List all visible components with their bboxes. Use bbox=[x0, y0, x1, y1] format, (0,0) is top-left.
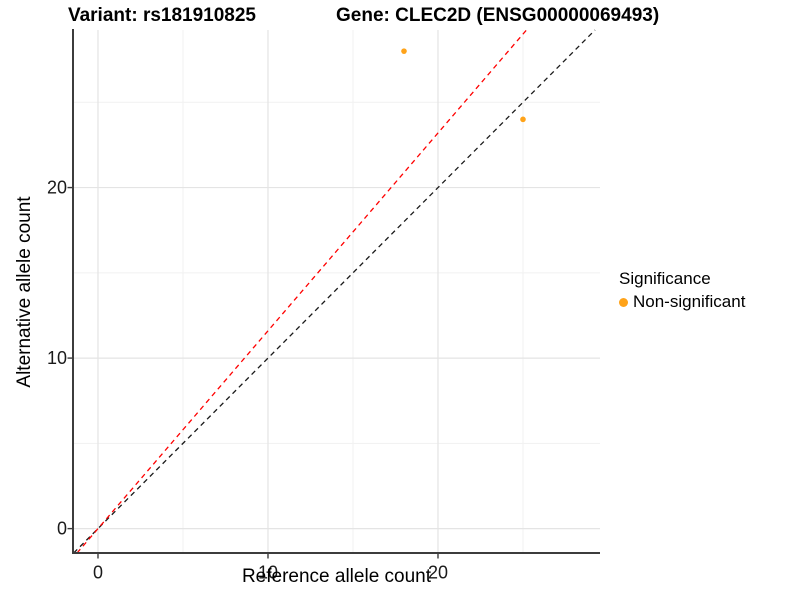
x-tick-label: 10 bbox=[258, 563, 278, 583]
legend-title: Significance bbox=[619, 269, 711, 288]
abline-identity-line bbox=[73, 29, 596, 554]
y-tick-label: 20 bbox=[47, 178, 67, 198]
abline-ratio-line bbox=[76, 29, 528, 554]
legend-item-label: Non-significant bbox=[633, 292, 746, 311]
legend: Significance Non-significant bbox=[619, 269, 745, 312]
plot-title-variant: Variant: rs181910825 bbox=[67, 5, 257, 26]
x-tick-label: 20 bbox=[428, 563, 448, 583]
y-axis-title: Alternative allele count bbox=[14, 196, 35, 388]
data-point bbox=[520, 116, 526, 123]
data-point bbox=[401, 48, 407, 54]
y-tick-label: 10 bbox=[47, 348, 67, 368]
legend-item-non-significant: Non-significant bbox=[619, 292, 745, 312]
legend-point-swatch-icon bbox=[619, 297, 628, 307]
y-tick-label: 0 bbox=[57, 519, 67, 539]
plot-title-gene: Gene: CLEC2D (ENSG00000069493) bbox=[336, 5, 660, 26]
x-tick-label: 0 bbox=[93, 563, 103, 583]
x-axis-title: Reference allele count bbox=[241, 566, 432, 587]
